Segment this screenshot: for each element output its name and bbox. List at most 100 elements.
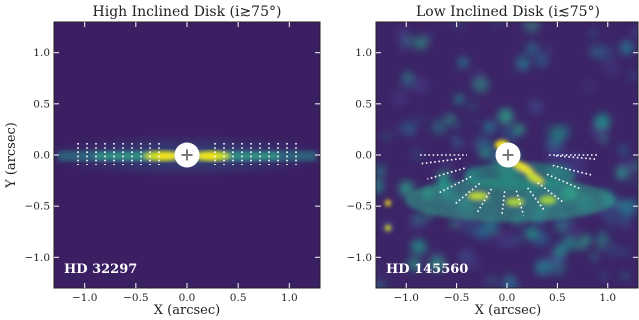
right-dotted-cuts xyxy=(420,154,597,217)
x-tick-label: 1.0 xyxy=(281,292,298,304)
speckle xyxy=(500,125,518,143)
speckle xyxy=(431,118,448,136)
speckle xyxy=(619,41,634,56)
speckle xyxy=(473,135,490,152)
dotted-cut xyxy=(537,181,564,203)
dotted-cut xyxy=(438,175,472,194)
speckle xyxy=(407,256,421,270)
speckle xyxy=(469,102,476,109)
left-dotted-cuts xyxy=(77,143,297,165)
dotted-cut xyxy=(527,187,546,212)
speckle xyxy=(376,262,381,272)
speckle xyxy=(451,136,460,145)
speckle xyxy=(513,235,523,245)
speckle xyxy=(411,212,424,225)
speckle xyxy=(413,35,428,50)
y-tick-label: 0.0 xyxy=(355,150,372,162)
y-tick-label: 0.5 xyxy=(33,98,50,110)
right-axis-ticks: −1.0 −0.5 0.0 0.5 1.0 −1.0 −0.5 0.0 0.5 1.0 xyxy=(347,22,638,304)
y-tick-label: −0.5 xyxy=(347,201,373,213)
speckle xyxy=(617,169,627,179)
x-tick-label: 0.0 xyxy=(499,292,516,304)
y-tick-label: 1.0 xyxy=(355,47,372,59)
speckle xyxy=(582,79,598,94)
speckle xyxy=(542,126,550,133)
speckle xyxy=(524,226,538,240)
x-tick-label: 0.5 xyxy=(549,292,566,304)
speckle xyxy=(631,160,638,172)
speckle xyxy=(628,71,638,81)
speckle xyxy=(588,29,598,38)
y-tick-label: −0.5 xyxy=(25,201,51,213)
speckle xyxy=(622,198,638,214)
speckle xyxy=(470,117,478,125)
speckle xyxy=(433,251,444,262)
speckle xyxy=(391,90,407,107)
speckle xyxy=(610,221,617,228)
speckle xyxy=(523,22,540,34)
x-tick-label: 1.0 xyxy=(599,292,616,304)
speckle xyxy=(497,108,514,125)
speckle xyxy=(479,149,489,159)
speckle xyxy=(398,180,415,197)
speckle xyxy=(466,256,481,271)
left-axis-ticks: −1.0 −0.5 0.0 0.5 1.0 −1.0 −0.5 0.0 0.5 1.0 xyxy=(25,22,320,304)
y-tick-label: −1.0 xyxy=(25,252,51,264)
speckle xyxy=(631,27,638,37)
speckle xyxy=(513,124,525,135)
y-tick-label: 0.5 xyxy=(355,98,372,110)
speckle xyxy=(527,98,544,115)
speckle xyxy=(597,242,605,250)
speckle xyxy=(589,44,604,59)
speckle xyxy=(376,279,386,288)
dotted-cut xyxy=(420,157,461,165)
x-tick-label: −1.0 xyxy=(72,292,98,304)
speckle xyxy=(445,113,456,124)
speckle xyxy=(480,280,487,288)
speckle xyxy=(618,144,630,156)
speckle xyxy=(462,219,480,237)
x-tick-label: 0.5 xyxy=(230,292,247,304)
dotted-cut xyxy=(555,154,597,161)
speckle xyxy=(400,74,415,88)
left-xlabel: X (arcsec) xyxy=(154,303,220,318)
speckle xyxy=(441,153,456,169)
speckle xyxy=(599,135,609,144)
x-tick-label: −0.5 xyxy=(444,292,470,304)
speckle xyxy=(602,59,620,77)
speckle xyxy=(621,247,631,257)
speckle xyxy=(450,220,457,228)
speckle xyxy=(599,272,609,281)
speckle xyxy=(502,277,519,288)
speckle xyxy=(616,211,631,225)
right-panel-title: Low Inclined Disk (i≲75°) xyxy=(416,4,600,20)
x-tick-label: 0.0 xyxy=(179,292,196,304)
speckle xyxy=(412,76,430,94)
dotted-cut xyxy=(476,188,493,213)
speckle xyxy=(549,125,568,143)
speckle xyxy=(410,238,427,255)
speckle xyxy=(452,22,464,29)
speckle xyxy=(561,235,577,251)
dotted-cut xyxy=(454,182,481,205)
speckle xyxy=(525,41,540,56)
speckle xyxy=(572,152,585,165)
speckle xyxy=(457,57,469,69)
speckle xyxy=(483,120,497,134)
speckle xyxy=(401,121,417,137)
speckle xyxy=(410,148,423,161)
speckle xyxy=(475,71,483,78)
speckle xyxy=(438,169,453,184)
speckle xyxy=(376,164,386,178)
y-tick-label: −1.0 xyxy=(347,252,373,264)
speckle xyxy=(602,210,616,223)
y-tick-label: 1.0 xyxy=(33,47,50,59)
speckle xyxy=(596,231,610,245)
speckle xyxy=(376,178,384,194)
right-star-label: HD 145560 xyxy=(386,262,468,277)
speckle xyxy=(616,200,628,212)
dotted-cut xyxy=(515,190,525,216)
y-tick-label: 0.0 xyxy=(33,150,50,162)
speckle xyxy=(545,45,554,54)
